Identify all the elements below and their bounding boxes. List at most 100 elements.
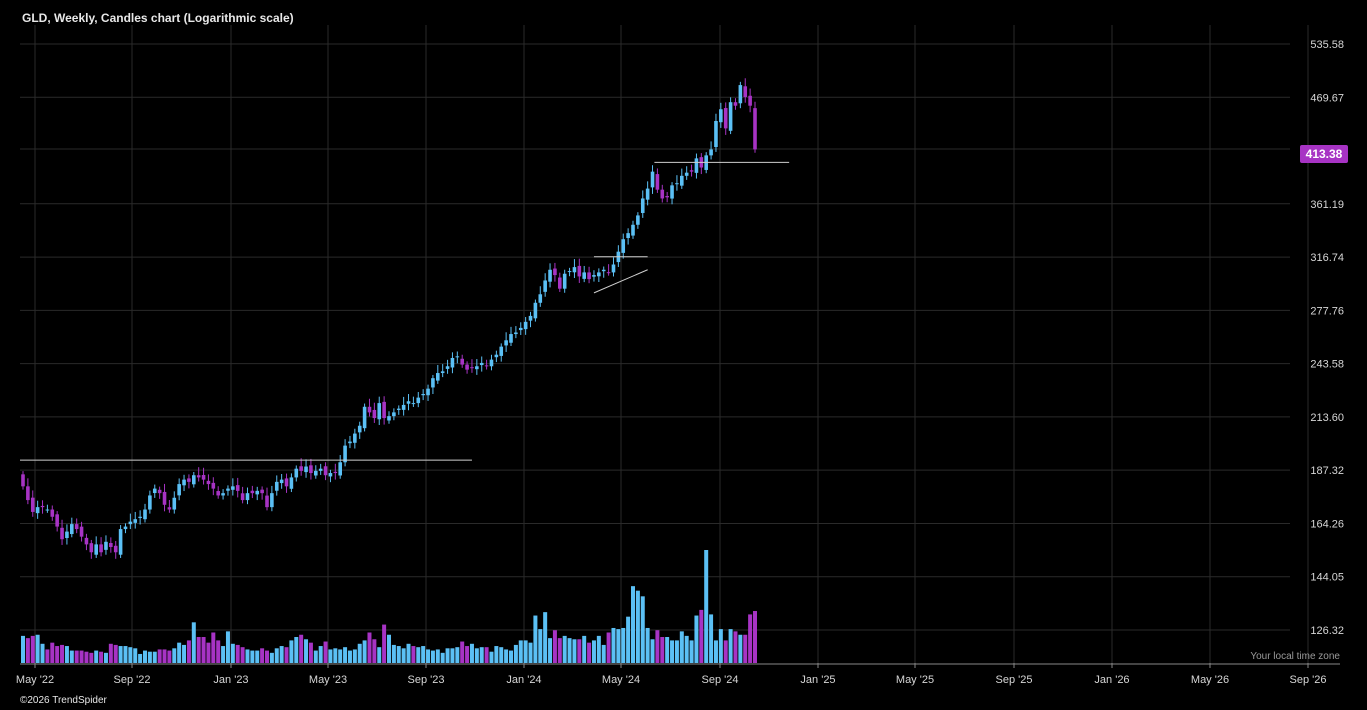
volume-bar bbox=[406, 643, 411, 663]
volume-bar bbox=[89, 652, 94, 663]
y-tick-label: 126.32 bbox=[1310, 625, 1344, 637]
price-candle bbox=[372, 402, 377, 423]
candle-body bbox=[592, 275, 596, 277]
x-tick-label: May '22 bbox=[16, 674, 54, 686]
volume-bar bbox=[450, 648, 455, 663]
volume-bar bbox=[216, 640, 221, 663]
price-candle bbox=[567, 267, 572, 277]
price-candle bbox=[338, 455, 342, 479]
y-tick-label: 144.05 bbox=[1310, 572, 1344, 584]
price-candle bbox=[323, 462, 328, 481]
price-candle bbox=[294, 465, 299, 482]
price-candle bbox=[55, 511, 59, 532]
candle-body bbox=[396, 408, 401, 410]
price-candle bbox=[577, 258, 582, 283]
price-candle bbox=[592, 270, 596, 282]
candle-body bbox=[133, 519, 138, 523]
volume-bar bbox=[440, 652, 445, 663]
price-candle bbox=[240, 486, 245, 504]
volume-bar bbox=[255, 650, 260, 663]
price-candle bbox=[128, 513, 133, 530]
volume-bar bbox=[240, 647, 245, 663]
volume-bar bbox=[548, 638, 553, 663]
volume-bar bbox=[367, 632, 372, 663]
volume-bar bbox=[308, 642, 313, 663]
volume-bar bbox=[723, 640, 728, 663]
candle-body bbox=[21, 474, 25, 487]
price-candle bbox=[84, 533, 89, 551]
candle-body bbox=[553, 268, 557, 276]
candle-body bbox=[680, 175, 684, 186]
candle-body bbox=[221, 493, 225, 496]
candle-body bbox=[660, 189, 665, 199]
candle-body bbox=[226, 488, 230, 491]
candle-body bbox=[753, 108, 757, 150]
y-tick-label: 277.76 bbox=[1310, 305, 1344, 317]
price-candle bbox=[314, 465, 318, 479]
price-candle bbox=[518, 322, 523, 335]
candle-body bbox=[279, 479, 284, 484]
price-candle bbox=[94, 536, 98, 558]
candle-body bbox=[523, 321, 528, 330]
price-candle bbox=[99, 537, 103, 557]
volume-bar bbox=[689, 640, 694, 663]
price-candle bbox=[689, 164, 694, 177]
last-price-badge: 413.38 bbox=[1300, 145, 1348, 163]
candle-body bbox=[489, 359, 494, 367]
candle-body bbox=[470, 367, 474, 369]
volume-bar bbox=[694, 615, 699, 663]
candle-body bbox=[333, 471, 338, 474]
price-candle bbox=[406, 394, 411, 411]
volume-bar bbox=[60, 644, 65, 663]
price-candle bbox=[479, 356, 484, 372]
price-candle bbox=[250, 485, 255, 499]
price-candle bbox=[543, 273, 547, 297]
volume-bar bbox=[728, 629, 733, 663]
price-candle bbox=[743, 78, 748, 103]
x-tick-label: Sep '23 bbox=[408, 674, 445, 686]
price-candle bbox=[50, 505, 55, 521]
candle-body bbox=[318, 468, 323, 471]
price-candle bbox=[714, 113, 718, 152]
price-candle bbox=[733, 98, 738, 110]
candle-body bbox=[148, 495, 152, 510]
candle-body bbox=[475, 366, 479, 370]
price-candle bbox=[699, 153, 704, 175]
candle-body bbox=[294, 468, 299, 478]
price-candle bbox=[304, 459, 308, 478]
candle-body bbox=[265, 495, 269, 508]
candle-body bbox=[206, 480, 211, 485]
price-candle bbox=[172, 491, 177, 514]
price-candle bbox=[328, 469, 333, 483]
volume-bar bbox=[704, 550, 709, 663]
candle-body bbox=[314, 470, 318, 476]
price-candle bbox=[289, 473, 294, 493]
volume-bar bbox=[25, 638, 30, 663]
volume-bar bbox=[357, 643, 362, 663]
candle-body bbox=[172, 497, 177, 510]
volume-bar bbox=[362, 640, 367, 663]
volume-bar bbox=[523, 640, 528, 663]
volume-bar bbox=[347, 650, 352, 663]
volume-bar bbox=[147, 651, 152, 663]
price-candle bbox=[719, 102, 723, 128]
price-candle bbox=[40, 500, 45, 514]
price-candle bbox=[636, 212, 640, 229]
candle-body bbox=[70, 524, 74, 535]
volume-bar bbox=[543, 612, 548, 663]
volume-bar bbox=[631, 586, 635, 663]
candle-body bbox=[582, 272, 586, 279]
volume-bar bbox=[382, 624, 387, 663]
price-candle bbox=[245, 487, 250, 505]
price-candle bbox=[284, 473, 289, 493]
x-tick-label: Sep '24 bbox=[702, 674, 739, 686]
price-candle bbox=[601, 266, 606, 278]
candle-body bbox=[143, 509, 147, 520]
volume-bar bbox=[157, 649, 162, 663]
volume-bar bbox=[167, 650, 172, 663]
price-candle bbox=[104, 535, 108, 555]
volume-bar bbox=[55, 646, 60, 663]
volume-bar bbox=[299, 634, 304, 663]
price-candle bbox=[587, 266, 591, 284]
